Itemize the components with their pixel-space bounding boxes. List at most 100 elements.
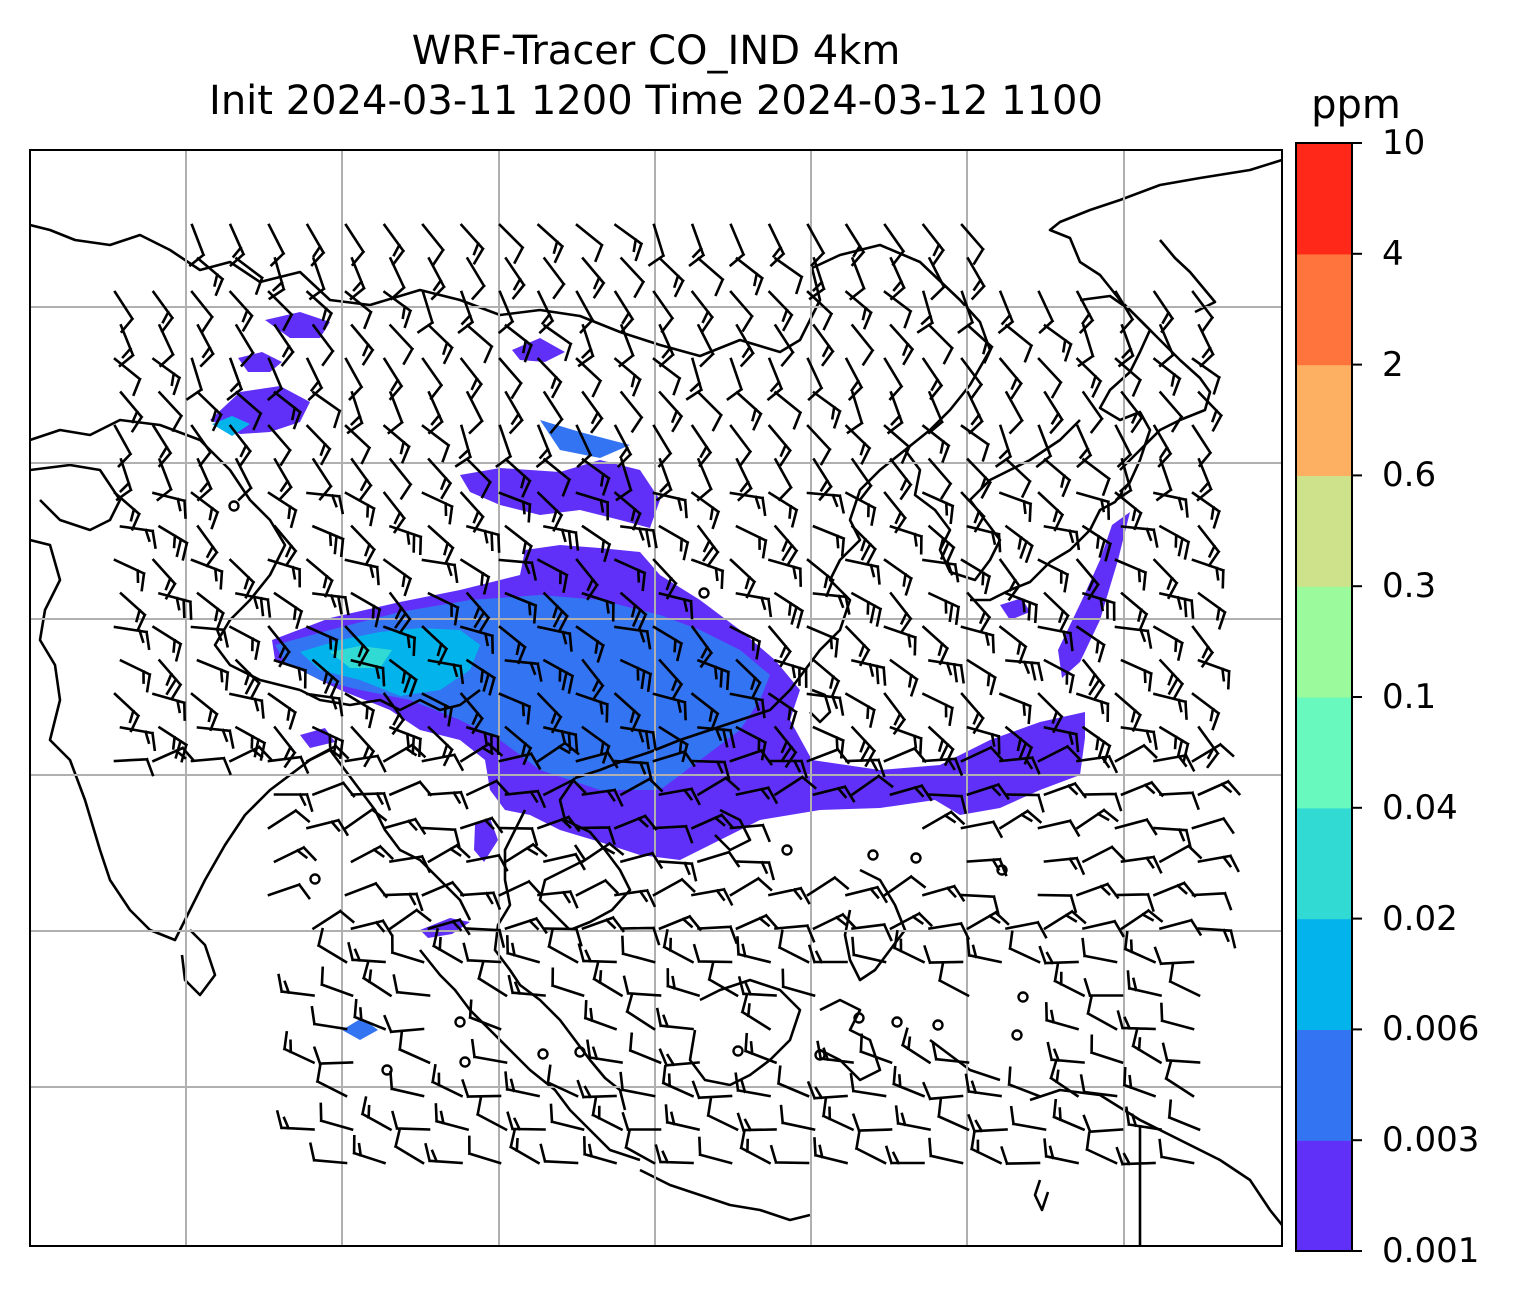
wind-barb [421,880,466,898]
wind-barb [1191,491,1222,529]
coast-sri-lanka [180,929,217,997]
wind-barb [185,357,204,401]
wind-barb [1081,390,1104,434]
wind-barb [729,491,767,517]
wind-barb [350,591,382,628]
wind-barb [581,658,605,702]
wind-barb [998,625,1028,665]
wind-barb [1197,658,1231,690]
wind-barb [1007,1066,1041,1098]
wind-barb [427,658,465,685]
wind-barb [465,658,497,696]
wind-barb [816,1040,854,1064]
coast-japan [970,294,1152,602]
wind-barb [273,658,308,689]
wind-barb [575,223,604,263]
wind-barb [889,323,915,366]
wind-barb [504,524,534,564]
wind-barb [575,692,609,723]
wind-barb [549,1103,585,1132]
wind-barb [459,816,504,834]
wind-barb [889,457,913,501]
wind-barb [937,1098,970,1132]
wind-barb [1120,591,1149,632]
wind-barb [1089,1034,1124,1065]
wind-barb [432,928,464,964]
plume-south [474,818,498,862]
wind-barb [773,524,799,567]
colorbar-segment [1296,143,1352,255]
wind-barb [658,860,698,882]
wind-barb [1053,962,1086,998]
wind-barb [190,692,219,732]
wind-barb [1158,390,1184,433]
plume-east-tail [1058,512,1130,678]
wind-barb [620,726,657,751]
wind-barb [475,1096,508,1132]
wind-barb [851,922,893,942]
wind-barb [652,824,694,844]
wind-barb [928,1137,964,1165]
wind-barb [465,591,491,634]
wind-barb [921,810,966,830]
wind-barb [157,524,189,561]
wind-barb [315,1063,348,1098]
wind-barb [536,223,565,264]
wind-barb [735,256,765,296]
wind-barb [773,323,795,368]
wind-barb [854,1130,887,1165]
wind-barb [1120,525,1159,548]
wind-barb [234,256,264,296]
wind-barb [504,789,547,809]
wind-barb [344,754,387,773]
wind-barb [535,424,553,469]
wind-barb [777,929,810,964]
wind-barb [506,1111,546,1131]
coast-java [639,1168,811,1222]
wind-barb [427,591,460,626]
wind-barb [1114,491,1143,531]
wind-barb [113,424,133,468]
wind-barb [767,558,803,587]
colorbar-segment [1296,586,1352,698]
wind-barb [234,390,263,431]
coast-borneo [688,978,802,1087]
wind-barb [311,457,333,502]
wind-barb [305,818,350,837]
wind-barb [966,256,986,301]
wind-barb [696,850,741,868]
wind-barb [344,424,372,465]
wind-barb [768,759,809,779]
wind-barb [781,968,816,998]
wind-barb [581,524,612,563]
wind-barb [382,424,411,464]
wind-barb [922,757,964,777]
wind-barb [1126,970,1163,998]
wind-barb [1191,357,1222,395]
wind-barb [388,780,433,797]
wind-barb [542,658,575,694]
wind-barb [883,746,928,764]
wind-barb [998,357,1023,400]
wind-barb [652,491,688,519]
wind-barb [1005,659,1044,682]
wind-barb [504,457,532,498]
wind-calm-marker [732,1045,744,1057]
wind-barb [812,457,833,502]
wind-barb [1043,323,1073,362]
wind-barb [921,884,966,903]
wind-barb [459,558,491,595]
wind-barb [658,787,701,806]
wind-barb [119,390,144,433]
colorbar-tick-label: 0.6 [1382,455,1437,496]
wind-barb [1043,524,1081,551]
wind-barb [1082,792,1123,812]
wind-calm-marker [459,1056,471,1068]
wind-barb [620,525,658,549]
wind-barb [267,808,311,830]
wind-barb [421,424,451,463]
wind-barb [465,457,492,499]
wind-barb [190,558,224,590]
wind-barb [1081,937,1118,964]
wind-barb [157,323,175,368]
